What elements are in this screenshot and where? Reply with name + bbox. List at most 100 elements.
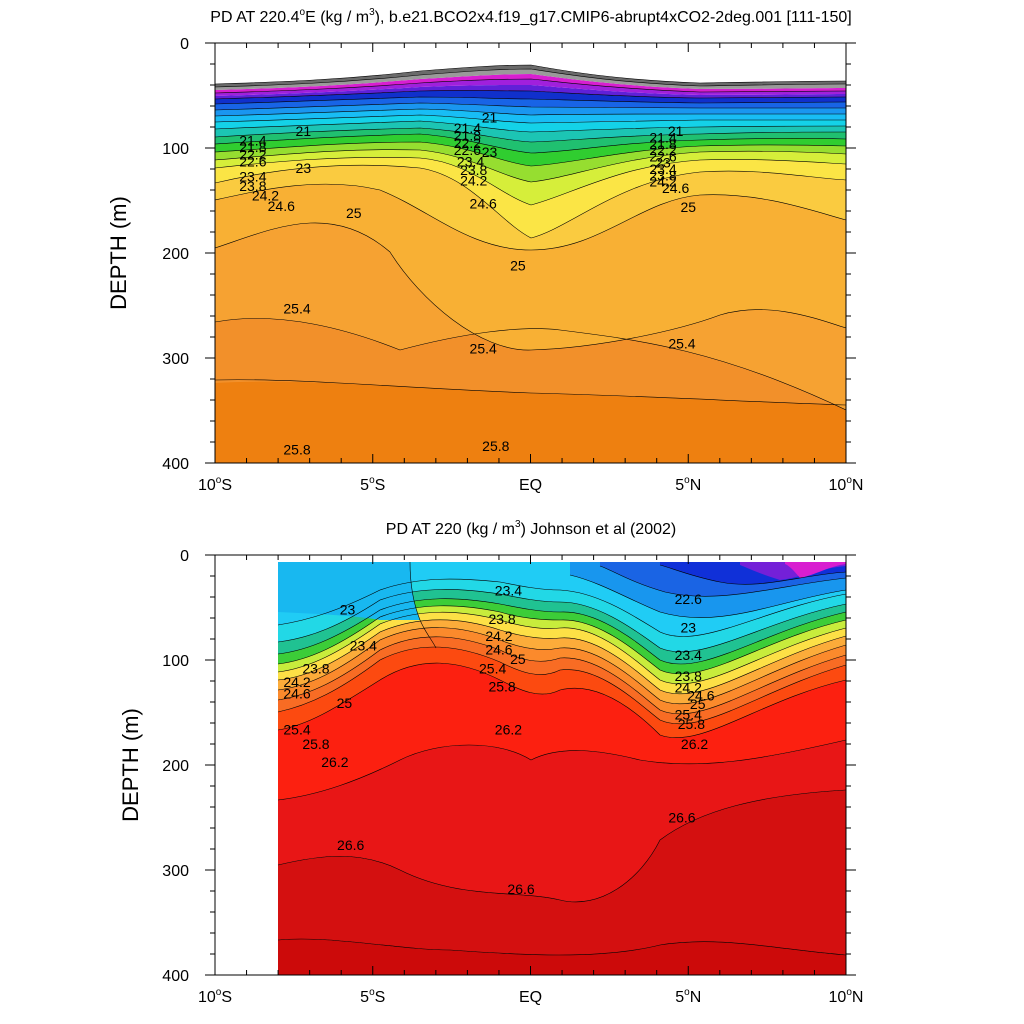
contour-label: 23.4 — [350, 637, 377, 653]
top-contour-fill — [215, 43, 846, 463]
contour-label: 23.4 — [495, 583, 522, 599]
contour-label: 25.4 — [283, 721, 310, 737]
contour-label: 24.2 — [649, 174, 676, 190]
y-tick-label: 300 — [162, 863, 189, 880]
contour-label: 25 — [346, 205, 362, 221]
contour-label: 26.2 — [681, 736, 708, 752]
contour-label: 25 — [510, 258, 526, 274]
bottom-contour-labels: 2323.423.824.224.62525.425.826.226.623.4… — [283, 583, 714, 897]
y-tick-label: 0 — [180, 36, 189, 53]
contour-label: 23.4 — [457, 154, 484, 170]
top-title: PD AT 220.4oE (kg / m3), b.e21.BCO2x4.f1… — [210, 7, 851, 26]
contour-label: 23.4 — [649, 161, 676, 177]
contour-label: 25.8 — [302, 736, 329, 752]
y-tick-label: 100 — [162, 141, 189, 158]
x-tick-label: 5oS — [360, 475, 385, 494]
contour-label: 22.2 — [454, 135, 481, 151]
contour-label: 24.6 — [470, 196, 497, 212]
bottom-title: PD AT 220 (kg / m3) Johnson et al (2002) — [386, 519, 676, 538]
contour-label: 23 — [340, 602, 356, 618]
contour-label: 21.4 — [649, 130, 676, 146]
x-tick-label: 5oN — [675, 987, 701, 1006]
y-tick-label: 400 — [162, 456, 189, 473]
contour-label: 26.6 — [507, 881, 534, 897]
bottom-axes: 10oS 5oS EQ 5oN 10oN 0 100 200 300 400 — [162, 548, 863, 1006]
contour-label: 25 — [337, 695, 353, 711]
contour-label: 23 — [482, 144, 498, 160]
contour-label: 25.8 — [482, 438, 509, 454]
x-tick-label: 10oN — [829, 475, 864, 494]
y-tick-label: 300 — [162, 351, 189, 368]
contour-label: 21.8 — [649, 136, 676, 152]
contour-label: 21.4 — [239, 133, 266, 149]
contour-label: 24.2 — [283, 674, 310, 690]
y-tick-label: 200 — [162, 758, 189, 775]
contour-label: 24.2 — [460, 173, 487, 189]
contour-label: 23 — [655, 155, 671, 171]
x-tick-label: EQ — [519, 477, 542, 494]
bottom-panel: PD AT 220 (kg / m3) Johnson et al (2002) — [118, 519, 863, 1006]
contour-label: 21 — [296, 123, 312, 139]
contour-label: 23.4 — [239, 168, 266, 184]
contour-label: 23 — [680, 619, 696, 635]
contour-label: 22.2 — [649, 142, 676, 158]
contour-label: 23.8 — [649, 167, 676, 183]
contour-label: 25.4 — [479, 660, 506, 676]
contour-label: 23.4 — [675, 647, 702, 663]
contour-label: 23 — [296, 160, 312, 176]
contour-label: 25.8 — [283, 441, 310, 457]
contour-label: 25 — [510, 651, 526, 667]
contour-label: 22.6 — [649, 148, 676, 164]
contour-label: 21.8 — [239, 139, 266, 155]
contour-label: 25.4 — [668, 335, 695, 351]
top-contour-lines — [215, 64, 846, 411]
contour-label: 24.6 — [283, 686, 310, 702]
contour-label: 22.2 — [239, 146, 266, 162]
contour-label: 25.8 — [488, 678, 515, 694]
x-tick-label: 5oS — [360, 987, 385, 1006]
x-tick-label: 5oN — [675, 475, 701, 494]
contour-label: 25.4 — [675, 707, 702, 723]
contour-label: 26.6 — [668, 810, 695, 826]
contour-label: 25.8 — [678, 716, 705, 732]
y-tick-label: 400 — [162, 968, 189, 985]
contour-label: 24.6 — [268, 198, 295, 214]
contour-label: 25 — [680, 199, 696, 215]
contour-label: 22.6 — [454, 142, 481, 158]
contour-label: 23.8 — [460, 162, 487, 178]
contour-label: 26.6 — [337, 837, 364, 853]
bottom-contour-lines — [277, 561, 846, 956]
bottom-contour-fill — [215, 555, 846, 975]
contour-label: 21 — [482, 110, 498, 126]
contour-label: 25.4 — [283, 301, 310, 317]
contour-label: 26.2 — [321, 754, 348, 770]
contour-label: 23.8 — [302, 660, 329, 676]
x-tick-label: 10oS — [198, 475, 232, 494]
y-tick-label: 100 — [162, 653, 189, 670]
contour-label: 23.8 — [675, 668, 702, 684]
bottom-y-axis-title: DEPTH (m) — [118, 708, 143, 822]
contour-label: 24.2 — [252, 187, 279, 203]
contour-label: 21.4 — [454, 120, 481, 136]
contour-label: 24.6 — [485, 642, 512, 658]
contour-label: 21 — [668, 123, 684, 139]
contour-label: 23.8 — [488, 611, 515, 627]
contour-label: 24.6 — [662, 180, 689, 196]
contour-label: 25 — [690, 696, 706, 712]
contour-label: 26.2 — [495, 721, 522, 737]
x-tick-label: 10oN — [829, 987, 864, 1006]
top-y-axis-title: DEPTH (m) — [106, 196, 131, 310]
contour-label: 24.2 — [675, 679, 702, 695]
y-tick-label: 200 — [162, 246, 189, 263]
top-axes: 10oS 5oS EQ 5oN 10oN 0 100 200 300 400 — [162, 36, 863, 494]
contour-label: 21.8 — [454, 127, 481, 143]
contour-label: 24.6 — [687, 688, 714, 704]
contour-label: 22.6 — [239, 154, 266, 170]
x-tick-label: 10oS — [198, 987, 232, 1006]
top-panel: PD AT 220.4oE (kg / m3), b.e21.BCO2x4.f1… — [106, 7, 863, 494]
contour-label: 25.4 — [470, 341, 497, 357]
contour-label: 24.2 — [485, 628, 512, 644]
x-tick-label: EQ — [519, 989, 542, 1006]
